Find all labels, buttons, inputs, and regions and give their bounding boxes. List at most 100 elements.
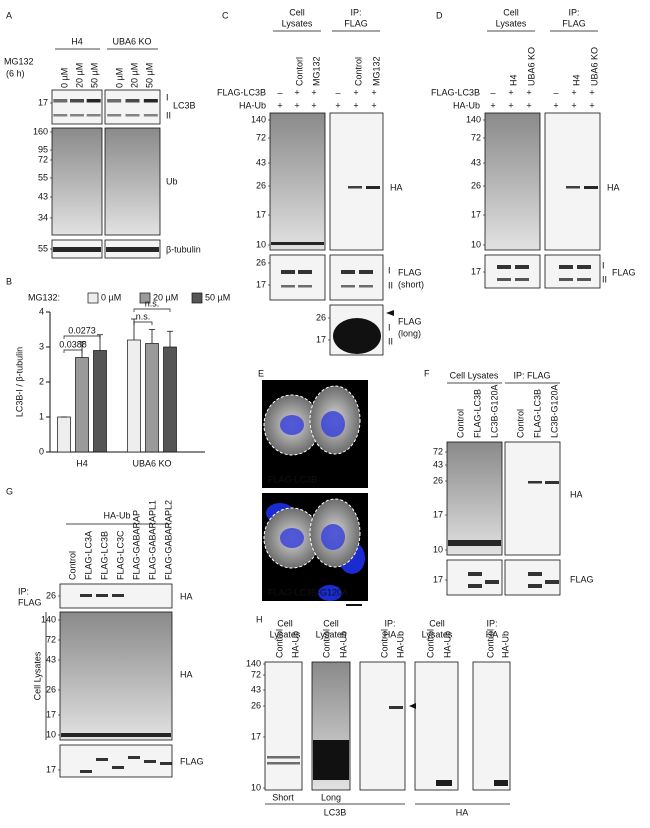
label: Lysates xyxy=(316,629,347,639)
mw-marker: 17 xyxy=(38,97,48,107)
mw-marker: 17 xyxy=(256,209,266,219)
nucleus xyxy=(321,411,345,437)
annotation: 0.0388 xyxy=(59,339,87,349)
label: – xyxy=(490,87,495,97)
label: IP: xyxy=(350,7,361,17)
mw-marker: 17 xyxy=(471,209,481,219)
band xyxy=(267,756,300,759)
legend-swatch xyxy=(87,292,99,304)
label: Lysates xyxy=(422,629,453,639)
bar xyxy=(93,350,107,453)
label: II xyxy=(388,280,393,290)
mw-marker: 43 xyxy=(251,684,261,694)
blot xyxy=(359,661,406,791)
bar xyxy=(57,416,71,453)
label: Long xyxy=(321,792,341,802)
label: UBA6 KO xyxy=(589,47,599,86)
label: Control xyxy=(515,409,525,438)
panel-label: C xyxy=(222,10,229,20)
label: I xyxy=(602,260,605,270)
blot xyxy=(59,611,173,741)
label: Contorl xyxy=(294,57,304,86)
label: HA xyxy=(456,807,469,817)
nucleus xyxy=(280,528,304,548)
mw-marker: 17 xyxy=(433,509,443,519)
mw-marker: 17 xyxy=(256,279,266,289)
label: HA-Ub xyxy=(453,100,480,110)
label: IP: xyxy=(384,618,395,628)
band xyxy=(485,580,499,584)
mw-marker: 26 xyxy=(46,684,56,694)
band xyxy=(53,99,68,103)
label: + xyxy=(571,100,576,110)
panel-label: B xyxy=(6,276,12,286)
label: Control xyxy=(67,551,77,580)
label: LC3B-G120A xyxy=(549,384,559,438)
error-bar xyxy=(79,341,85,358)
mw-marker: 140 xyxy=(246,658,261,668)
band xyxy=(70,114,84,117)
label: Control xyxy=(379,629,389,658)
blot xyxy=(484,112,541,251)
mw-marker: 26 xyxy=(251,700,261,710)
mw-marker: 17 xyxy=(251,731,261,741)
x-tick-label: UBA6 KO xyxy=(132,458,171,468)
band xyxy=(112,766,124,769)
label: (short) xyxy=(398,279,424,289)
band xyxy=(528,572,542,576)
label: Lysates xyxy=(496,18,527,28)
label: Lysates xyxy=(282,18,313,28)
band xyxy=(577,278,591,281)
blot xyxy=(504,559,561,596)
mw-marker: 10 xyxy=(251,782,261,792)
label: + xyxy=(553,100,558,110)
mw-marker: 17 xyxy=(46,764,56,774)
mw-marker: 72 xyxy=(433,446,443,456)
blot xyxy=(269,254,326,301)
mw-marker: 95 xyxy=(38,144,48,154)
label: HA xyxy=(180,669,193,679)
label: FLAG-LC3A xyxy=(83,531,93,580)
caption: FLAG-LC3B-G120A xyxy=(268,587,348,597)
band xyxy=(448,540,501,546)
label: Control xyxy=(353,57,363,86)
label: FLAG-GABARAPL1 xyxy=(147,500,157,580)
mw-marker: 17 xyxy=(433,574,443,584)
mw-marker: 72 xyxy=(38,154,48,164)
label: Control xyxy=(274,629,284,658)
label: + xyxy=(526,100,531,110)
band xyxy=(160,762,172,765)
label: I xyxy=(166,92,169,102)
mw-marker: 160 xyxy=(33,126,48,136)
label: LC3B-G120A xyxy=(489,384,499,438)
band xyxy=(107,99,122,103)
label: 20 µM xyxy=(129,63,139,88)
band xyxy=(271,242,324,245)
label: + xyxy=(277,100,282,110)
mw-marker: 43 xyxy=(38,191,48,201)
band xyxy=(267,762,300,765)
label: (6 h) xyxy=(6,68,25,78)
label: FLAG-LC3B xyxy=(217,87,266,97)
blot xyxy=(472,661,511,791)
label: + xyxy=(335,100,340,110)
band xyxy=(128,756,140,759)
label: + xyxy=(353,100,358,110)
mw-marker: 10 xyxy=(46,729,56,739)
label: + xyxy=(571,87,576,97)
label: HA-Ub xyxy=(500,631,510,658)
label: IP: xyxy=(18,586,29,596)
significance-bracket xyxy=(63,349,83,353)
caption: FLAG-LC3B xyxy=(268,474,317,484)
y-axis-label: LC3B-I / β-tubulin xyxy=(14,347,24,417)
blot xyxy=(104,127,161,236)
label: FLAG xyxy=(562,18,586,28)
band xyxy=(584,186,598,189)
panel-label: E xyxy=(258,368,264,378)
band xyxy=(528,584,542,588)
mw-marker: 43 xyxy=(471,157,481,167)
label: β-tubulin xyxy=(166,244,201,254)
blot xyxy=(544,254,601,289)
label: FLAG-LC3B xyxy=(99,531,109,580)
label: Cell Lysates xyxy=(450,370,499,380)
